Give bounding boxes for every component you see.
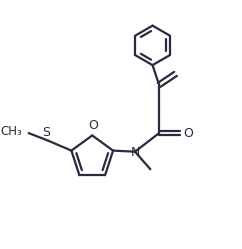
Text: S: S xyxy=(43,126,51,139)
Text: N: N xyxy=(130,146,140,159)
Text: O: O xyxy=(183,126,193,140)
Text: O: O xyxy=(88,119,98,132)
Text: CH₃: CH₃ xyxy=(1,125,23,138)
